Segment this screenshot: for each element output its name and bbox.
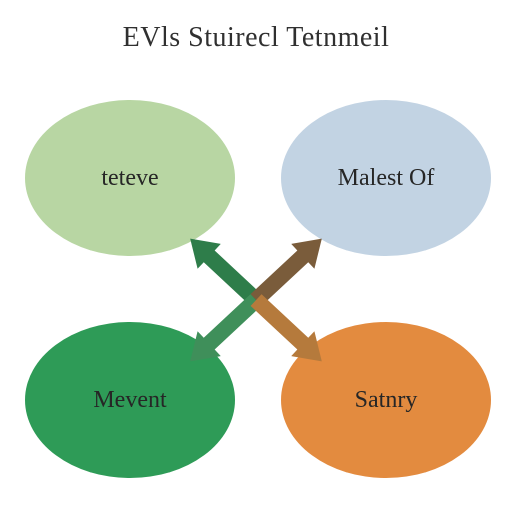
ellipse-label-top-left: teteve bbox=[101, 165, 158, 192]
arrow-icon bbox=[244, 288, 333, 374]
diagram-title: EVls Stuirecl Tetnmeil bbox=[0, 22, 512, 54]
diagram-canvas: EVls Stuirecl Tetnmeil teteve Malest Of Me… bbox=[0, 0, 512, 512]
ellipse-label-top-right: Malest Of bbox=[338, 165, 435, 192]
arrow-to-bottom-right bbox=[244, 288, 333, 374]
ellipse-label-bottom-left: Mevent bbox=[93, 387, 166, 414]
ellipse-label-bottom-right: Satnry bbox=[355, 387, 418, 414]
